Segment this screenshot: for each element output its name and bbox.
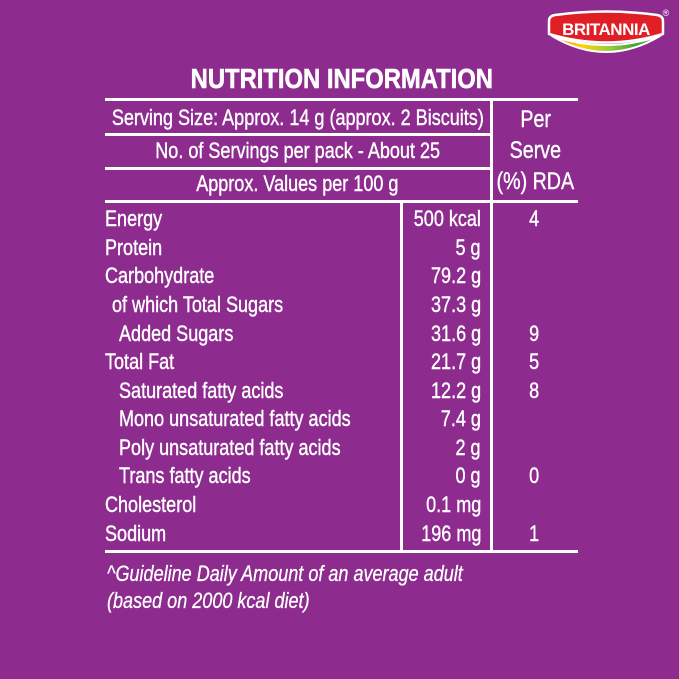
nutrient-value: 196 mg	[420, 520, 482, 546]
table-row: Carbohydrate 79.2 g	[105, 262, 578, 291]
divider	[105, 133, 490, 136]
divider	[105, 550, 578, 553]
values-basis-row: Approx. Values per 100 g	[105, 167, 490, 200]
table-row: Mono unsaturated fatty acids 7.4 g	[105, 405, 578, 434]
table-row: Saturated fatty acids 12.2 g 8	[105, 376, 578, 405]
divider	[105, 98, 578, 101]
logo-banner	[547, 10, 665, 44]
nutrient-name: Mono unsaturated fatty acids	[119, 406, 351, 432]
nutrient-name: Added Sugars	[119, 320, 234, 346]
per-serve-line: Serve	[509, 137, 562, 164]
per-serve-line: (%) RDA	[496, 168, 575, 195]
nutrient-name: Cholesterol	[105, 492, 197, 518]
nutrient-rda: 0	[528, 463, 540, 489]
nutrient-value: 21.7 g	[430, 349, 481, 375]
table-row: of which Total Sugars 37.3 g	[105, 291, 578, 320]
nutrient-value: 0.1 mg	[425, 492, 481, 518]
serving-size-row: Serving Size: Approx. 14 g (approx. 2 Bi…	[105, 101, 490, 134]
nutrient-rda: 9	[528, 320, 540, 346]
per-serve-line: Per	[520, 106, 551, 133]
nutrient-name: Poly unsaturated fatty acids	[119, 434, 341, 460]
values-basis-text: Approx. Values per 100 g	[196, 170, 399, 196]
table-row: Poly unsaturated fatty acids 2 g	[105, 434, 578, 463]
nutrient-value: 0 g	[455, 463, 481, 489]
page-title-text: NUTRITION INFORMATION	[190, 63, 493, 95]
footnote-line-1: ^Guideline Daily Amount of an average ad…	[107, 561, 463, 586]
nutrient-name: Total Fat	[105, 349, 175, 375]
table-row: Sodium 196 mg 1	[105, 519, 578, 548]
nutrient-value: 500 kcal	[413, 206, 482, 232]
footnote: ^Guideline Daily Amount of an average ad…	[107, 560, 577, 614]
footnote-line-2: (based on 2000 kcal diet)	[107, 588, 310, 613]
nutrient-name: Carbohydrate	[105, 263, 215, 289]
table-row: Trans fatty acids 0 g 0	[105, 462, 578, 491]
nutrient-value: 2 g	[455, 434, 481, 460]
nutrient-rda: 5	[528, 349, 540, 375]
table-row: Total Fat 21.7 g 5	[105, 348, 578, 377]
table-row: Energy 500 kcal 4	[105, 205, 578, 234]
nutrient-value: 31.6 g	[430, 320, 481, 346]
servings-per-pack-text: No. of Servings per pack - About 25	[155, 137, 440, 163]
nutrient-rda: 8	[528, 377, 540, 403]
page-title: NUTRITION INFORMATION	[105, 63, 578, 95]
nutrient-name: Trans fatty acids	[119, 463, 251, 489]
britannia-logo: BRITANNIA ®	[547, 8, 670, 53]
table-row: Cholesterol 0.1 mg	[105, 491, 578, 520]
servings-per-pack-row: No. of Servings per pack - About 25	[105, 134, 490, 167]
table-row: Protein 5 g	[105, 234, 578, 263]
per-serve-rda-header: Per Serve (%) RDA	[493, 101, 578, 200]
registered-mark-icon: ®	[663, 8, 670, 18]
divider	[400, 200, 403, 553]
nutrient-name: Saturated fatty acids	[119, 377, 284, 403]
nutrient-name: of which Total Sugars	[112, 292, 284, 318]
table-row: Added Sugars 31.6 g 9	[105, 319, 578, 348]
table-header: Serving Size: Approx. 14 g (approx. 2 Bi…	[105, 101, 490, 200]
nutrient-name: Protein	[105, 234, 163, 260]
nutrient-value: 5 g	[455, 234, 481, 260]
divider	[105, 167, 490, 170]
nutrient-rda: 1	[528, 520, 540, 546]
nutrient-value: 79.2 g	[430, 263, 481, 289]
brand-name: BRITANNIA	[562, 20, 650, 39]
nutrient-name: Sodium	[105, 520, 167, 546]
divider	[105, 200, 578, 203]
nutrient-rda: 4	[528, 206, 540, 232]
nutrient-value: 7.4 g	[440, 406, 481, 432]
serving-size-text: Serving Size: Approx. 14 g (approx. 2 Bi…	[111, 104, 484, 130]
nutrient-value: 12.2 g	[430, 377, 481, 403]
nutrient-name: Energy	[105, 206, 163, 232]
nutrient-rows: Energy 500 kcal 4 Protein 5 g Carbohydra…	[105, 203, 578, 550]
nutrient-value: 37.3 g	[430, 292, 481, 318]
divider	[490, 98, 493, 553]
nutrition-table: Serving Size: Approx. 14 g (approx. 2 Bi…	[105, 98, 578, 553]
